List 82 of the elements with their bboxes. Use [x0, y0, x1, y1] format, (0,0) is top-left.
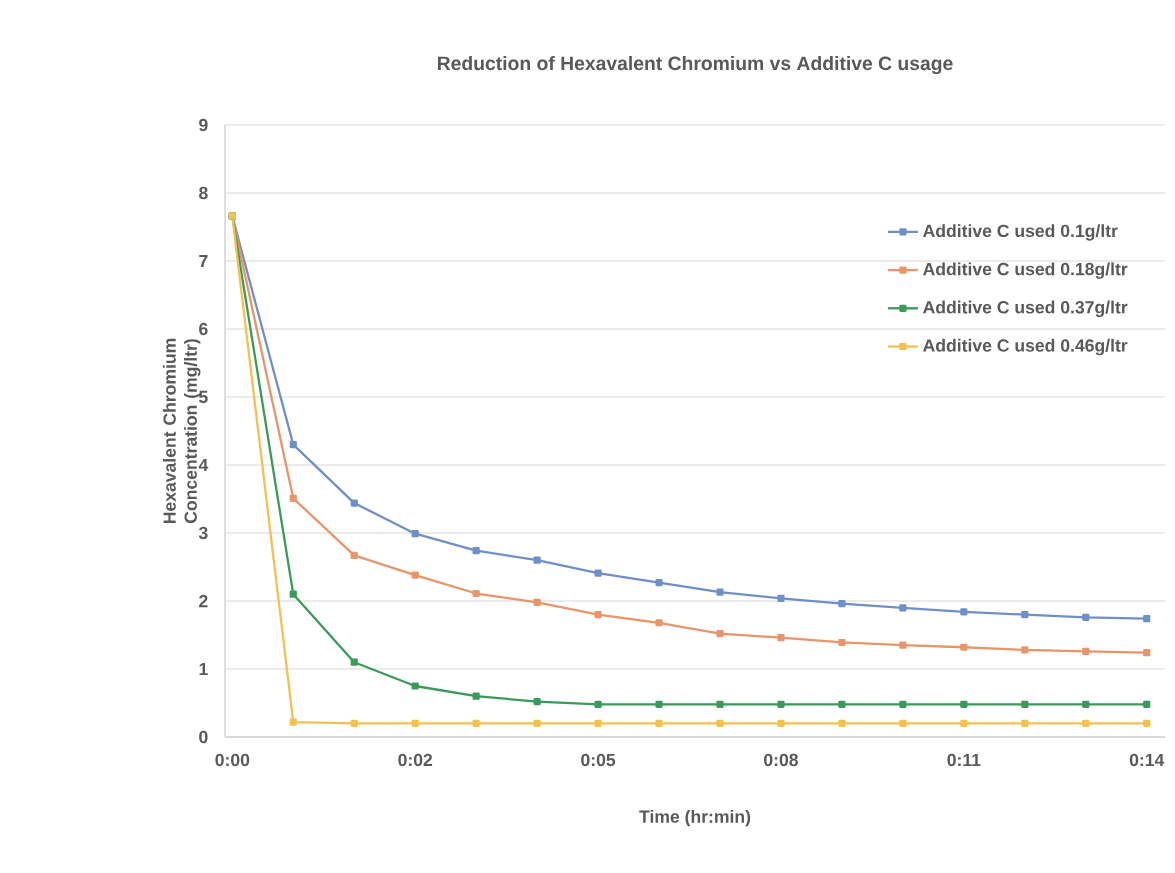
point	[1143, 649, 1151, 657]
point	[350, 719, 358, 727]
point	[777, 700, 785, 708]
point	[350, 658, 358, 666]
point	[960, 700, 968, 708]
point	[1143, 719, 1151, 727]
x-tick-label: 0:00	[215, 753, 250, 767]
point	[350, 551, 358, 560]
point	[655, 719, 663, 727]
point	[1021, 611, 1029, 619]
point	[1082, 700, 1090, 708]
point	[472, 719, 480, 727]
point	[838, 719, 846, 727]
y-tick-label: 7	[199, 254, 208, 268]
y-tick-label: 2	[199, 594, 208, 608]
point	[472, 692, 480, 700]
point	[594, 719, 602, 727]
point	[350, 499, 358, 507]
chart-title: Reduction of Hexavalent Chromium vs Additive C usage	[437, 55, 953, 75]
point	[533, 556, 541, 564]
x-tick-label: 0:08	[764, 753, 798, 767]
point	[594, 700, 602, 708]
y-tick-label: 8	[199, 186, 208, 200]
point	[899, 700, 907, 708]
point	[1143, 615, 1151, 623]
point	[960, 719, 968, 727]
point	[289, 718, 297, 726]
point	[899, 719, 907, 727]
point	[655, 619, 663, 627]
point	[594, 569, 602, 577]
y-tick-label: 6	[199, 322, 208, 336]
x-tick-label: 0:11	[947, 753, 981, 767]
point	[411, 571, 419, 579]
point	[411, 682, 419, 690]
point	[472, 589, 480, 598]
y-tick-label: 9	[199, 118, 208, 132]
point	[777, 594, 785, 602]
point	[838, 638, 846, 647]
y-tick-label: 0	[199, 730, 208, 744]
point	[1143, 700, 1151, 708]
legend-label: Additive C used 0.37g/ltr	[923, 300, 1128, 318]
x-tick-label: 0:05	[581, 753, 616, 767]
point	[716, 588, 724, 596]
point	[838, 600, 846, 608]
x-tick-label: 0:02	[398, 753, 433, 767]
point	[716, 700, 724, 708]
point	[533, 598, 541, 606]
point	[533, 698, 541, 706]
y-tick-label: 1	[199, 662, 208, 676]
point	[838, 700, 846, 708]
point	[960, 643, 968, 651]
legend-label: Additive C used 0.1g/ltr	[923, 224, 1118, 241]
y-tick-label: 3	[198, 526, 208, 540]
point	[594, 611, 602, 619]
point	[1082, 613, 1090, 621]
point	[289, 494, 297, 502]
point	[716, 630, 724, 638]
point	[960, 608, 968, 616]
point	[289, 441, 297, 449]
point	[1021, 700, 1029, 708]
point	[655, 700, 663, 708]
point	[655, 579, 663, 587]
y-tick-label: 5	[199, 390, 208, 404]
point	[899, 604, 907, 612]
point	[777, 634, 785, 642]
legend-label: Additive C used 0.46g/ltr	[923, 338, 1128, 356]
point	[1082, 647, 1090, 655]
point	[716, 719, 724, 727]
point	[899, 641, 907, 649]
point	[472, 547, 480, 555]
x-tick-label: 0:14	[1129, 753, 1165, 767]
point	[533, 719, 541, 727]
point	[1082, 719, 1090, 727]
legend-label: Additive C used 0.18g/ltr	[923, 262, 1128, 279]
point	[411, 719, 419, 727]
point	[1021, 646, 1029, 654]
y-tick-label: 4	[198, 458, 209, 472]
x-axis-title: Time (hr:min)	[639, 809, 751, 827]
point	[1021, 719, 1029, 727]
point	[289, 590, 297, 598]
point	[777, 719, 785, 727]
point	[411, 530, 419, 538]
